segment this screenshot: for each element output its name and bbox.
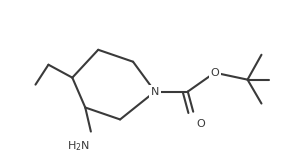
Text: O: O (210, 68, 219, 78)
Text: H$_2$N: H$_2$N (67, 139, 90, 153)
Text: N: N (151, 87, 159, 97)
Text: O: O (197, 119, 206, 130)
